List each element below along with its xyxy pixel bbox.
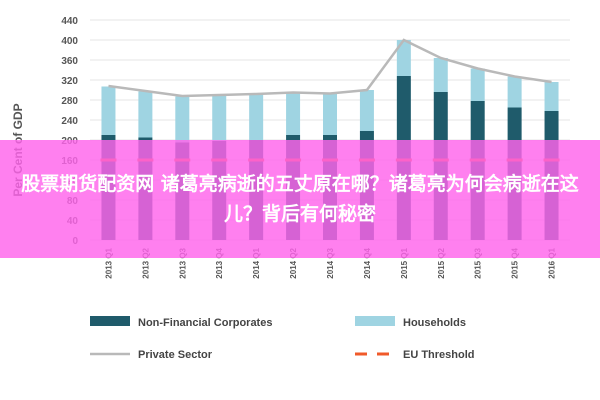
legend-label: Households	[403, 317, 466, 329]
legend-swatch	[90, 316, 130, 326]
bar-households	[138, 91, 153, 138]
x-tick-label: 2015 Q3	[474, 247, 483, 278]
legend-label: Private Sector	[138, 349, 213, 361]
x-tick-label: 2015 Q2	[437, 247, 446, 278]
x-tick-label: 2013 Q2	[141, 247, 150, 278]
y-tick-label: 240	[61, 116, 78, 127]
legend-swatch	[355, 316, 395, 326]
x-tick-label: 2015 Q4	[511, 247, 520, 278]
bar-households	[175, 96, 190, 143]
bar-households	[101, 86, 116, 135]
bar-households	[396, 40, 411, 76]
x-tick-label: 2014 Q4	[363, 247, 372, 278]
bar-households	[212, 95, 227, 141]
y-tick-label: 280	[61, 96, 78, 107]
bar-households	[359, 90, 374, 131]
y-tick-label: 440	[61, 16, 78, 27]
y-tick-label: 400	[61, 36, 78, 47]
x-tick-label: 2014 Q3	[326, 247, 335, 278]
legend-label: EU Threshold	[403, 349, 475, 361]
bar-households	[249, 94, 264, 140]
overlay-banner: 股票期货配资网 诸葛亮病逝的五丈原在哪？诸葛亮为何会病逝在这儿？背后有何秘密	[0, 140, 600, 258]
bar-households	[507, 76, 522, 108]
y-tick-label: 320	[61, 76, 78, 87]
x-tick-label: 2013 Q3	[178, 247, 187, 278]
x-axis-ticks: 2013 Q1 2013 Q2 2013 Q3 2013 Q4 2014 Q1 2014 …	[104, 247, 556, 278]
bar-households	[470, 68, 485, 101]
x-tick-label: 2016 Q1	[548, 247, 557, 278]
x-tick-label: 2014 Q1	[252, 247, 261, 278]
x-tick-label: 2014 Q2	[289, 247, 298, 278]
line-private-sector	[108, 38, 552, 98]
x-tick-label: 2015 Q1	[400, 247, 409, 278]
bar-households	[323, 93, 337, 135]
overlay-banner-text: 股票期货配资网 诸葛亮病逝的五丈原在哪？诸葛亮为何会病逝在这儿？背后有何秘密	[21, 173, 579, 225]
x-tick-label: 2013 Q4	[215, 247, 224, 278]
x-tick-label: 2013 Q1	[104, 247, 113, 278]
y-tick-label: 360	[61, 56, 78, 67]
bar-households	[286, 92, 301, 135]
legend: Non-Financial Corporates Households Privat…	[90, 316, 475, 361]
bar-households	[544, 82, 559, 111]
legend-label: Non-Financial Corporates	[138, 317, 272, 329]
bar-households	[433, 58, 448, 92]
